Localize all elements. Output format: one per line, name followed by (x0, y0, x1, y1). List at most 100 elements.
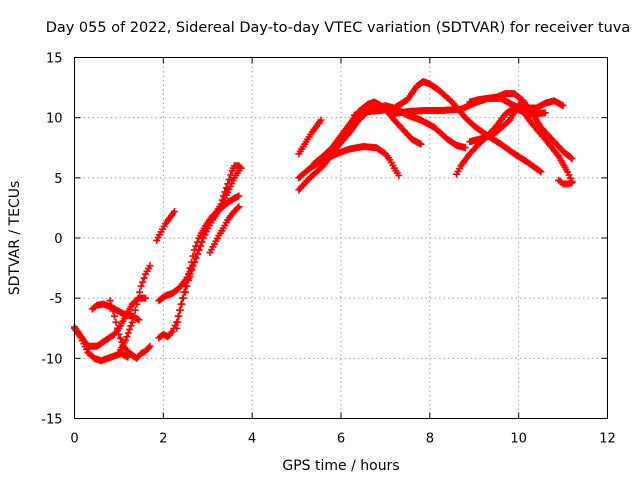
data-point (190, 258, 198, 266)
data-point (170, 208, 178, 216)
data-point (146, 262, 154, 270)
data-point (234, 204, 242, 212)
x-tick-label: 6 (337, 432, 345, 447)
data-point (106, 297, 114, 305)
data-point (567, 154, 575, 162)
data-point (168, 328, 176, 336)
data-point (196, 242, 204, 250)
data-point (108, 302, 116, 310)
x-axis-label: GPS time / hours (282, 458, 399, 474)
plot-area (71, 78, 576, 365)
data-point (183, 282, 191, 290)
data-point (195, 246, 203, 254)
data-point (218, 196, 226, 204)
x-tick-label: 10 (510, 432, 527, 447)
data-point (237, 164, 245, 172)
data-point (178, 300, 186, 308)
data-point (174, 318, 182, 326)
data-point (133, 300, 141, 308)
y-tick-label: 10 (46, 112, 63, 127)
series-arc-12 (295, 116, 325, 158)
data-point (568, 155, 576, 163)
data-point (536, 167, 544, 175)
data-point (417, 140, 425, 148)
data-point (235, 192, 243, 200)
series-arc-5 (115, 262, 154, 356)
plot-frame (74, 57, 608, 419)
series-arc-8 (153, 208, 178, 244)
series-arc-11 (206, 203, 243, 256)
data-point (221, 188, 229, 196)
y-tick-label: 15 (46, 52, 63, 67)
series-arc-20 (466, 90, 576, 163)
x-tick-label: 12 (599, 432, 616, 447)
data-point (564, 168, 572, 176)
y-tick-label: 0 (54, 232, 62, 247)
chart-title: Day 055 of 2022, Sidereal Day-to-day VTE… (46, 20, 631, 36)
data-point (175, 312, 183, 320)
data-point (140, 274, 148, 282)
data-point (136, 288, 144, 296)
data-point (137, 282, 145, 290)
data-point (192, 254, 200, 262)
x-tick-label: 0 (70, 432, 78, 447)
data-point (176, 306, 184, 314)
data-point (139, 278, 147, 286)
data-point (142, 294, 150, 302)
y-tick-label: 5 (54, 172, 62, 187)
data-point (565, 171, 573, 179)
y-axis-label: SDTVAR / TECUs (7, 181, 23, 296)
data-point (123, 333, 131, 341)
data-point (112, 318, 120, 326)
data-point (198, 238, 206, 246)
grid-lines (74, 57, 608, 419)
data-point (219, 192, 227, 200)
data-point (131, 306, 139, 314)
data-point (116, 334, 124, 342)
x-tick-label: 4 (248, 432, 256, 447)
data-point (130, 312, 138, 320)
data-point (134, 294, 142, 302)
series-arc-10 (182, 162, 245, 296)
x-tick-label: 8 (426, 432, 434, 447)
y-tick-label: -15 (41, 413, 62, 428)
data-point (182, 288, 190, 296)
data-point (235, 203, 243, 211)
series-arc-21 (555, 176, 576, 188)
data-point (395, 171, 403, 179)
data-point (317, 116, 325, 124)
data-point (568, 179, 576, 187)
data-point (201, 231, 209, 239)
data-point (224, 180, 232, 188)
data-point (202, 228, 210, 236)
data-point (173, 324, 181, 332)
data-point (236, 163, 244, 171)
data-point (193, 250, 201, 258)
data-point (187, 266, 195, 274)
data-point (127, 322, 135, 330)
data-point (199, 234, 207, 242)
data-point (217, 200, 225, 208)
y-tick-label: -5 (50, 292, 63, 307)
data-point (124, 329, 132, 337)
data-point (185, 276, 193, 284)
data-point (124, 353, 132, 361)
data-point (146, 342, 154, 350)
data-point (537, 168, 545, 176)
data-point (541, 109, 549, 117)
data-point (126, 325, 134, 333)
data-point (135, 316, 143, 324)
data-point (113, 324, 121, 332)
data-point (128, 318, 136, 326)
data-point (109, 307, 117, 315)
data-point (225, 175, 233, 183)
data-point (186, 270, 194, 278)
data-point (227, 171, 235, 179)
data-point (122, 336, 130, 344)
data-point (179, 294, 187, 302)
data-point (559, 102, 567, 110)
y-tick-label: -10 (41, 352, 62, 367)
data-point (222, 184, 230, 192)
data-point (461, 144, 469, 152)
